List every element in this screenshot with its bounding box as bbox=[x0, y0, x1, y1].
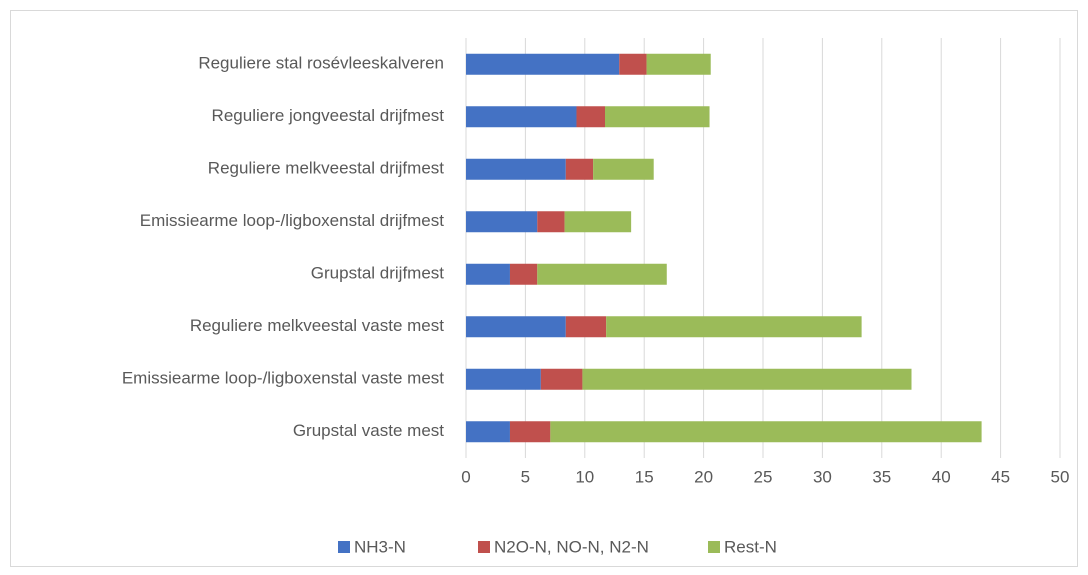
y-tick-label: Reguliere melkveestal drijfmest bbox=[208, 159, 444, 178]
bar-segment bbox=[646, 53, 711, 75]
bar-segment bbox=[565, 316, 607, 338]
legend-label: N2O-N, NO-N, N2-N bbox=[494, 537, 649, 556]
x-tick-label: 5 bbox=[521, 467, 530, 486]
y-tick-label: Reguliere jongveestal drijfmest bbox=[212, 106, 445, 125]
bar-segment bbox=[466, 421, 510, 443]
bar-segment bbox=[537, 263, 667, 285]
x-tick-label: 25 bbox=[754, 467, 773, 486]
bar-segment bbox=[466, 263, 510, 285]
y-tick-label: Reguliere stal rosévleeskalveren bbox=[198, 54, 444, 73]
bar-segment bbox=[466, 158, 566, 180]
bar-segment bbox=[540, 368, 583, 390]
bar-segment bbox=[466, 53, 620, 75]
y-tick-label: Emissiearme loop-/ligboxenstal vaste mes… bbox=[122, 369, 444, 388]
bar-segment bbox=[466, 316, 566, 338]
bar-segment bbox=[582, 368, 912, 390]
bar-segment bbox=[537, 211, 565, 233]
legend-label: Rest-N bbox=[724, 537, 777, 556]
bar-segment bbox=[509, 263, 538, 285]
x-tick-label: 15 bbox=[635, 467, 654, 486]
y-tick-label: Grupstal vaste mest bbox=[293, 421, 444, 440]
legend-swatch bbox=[478, 541, 490, 553]
x-tick-label: 40 bbox=[932, 467, 951, 486]
x-tick-label: 50 bbox=[1051, 467, 1070, 486]
bar-segment bbox=[576, 106, 605, 128]
bar-segment bbox=[593, 158, 654, 180]
x-tick-label: 30 bbox=[813, 467, 832, 486]
y-tick-label: Grupstal drijfmest bbox=[311, 264, 444, 283]
bar-segment bbox=[466, 368, 541, 390]
y-tick-label: Emissiearme loop-/ligboxenstal drijfmest bbox=[140, 211, 445, 230]
x-tick-label: 45 bbox=[991, 467, 1010, 486]
bar-segment bbox=[550, 421, 982, 443]
bar-segment bbox=[564, 211, 632, 233]
legend-label: NH3-N bbox=[354, 537, 406, 556]
bar-segment bbox=[565, 158, 594, 180]
bar-segment bbox=[466, 106, 577, 128]
y-tick-label: Reguliere melkveestal vaste mest bbox=[190, 316, 444, 335]
bar-segment bbox=[466, 211, 538, 233]
bar-segment bbox=[606, 316, 862, 338]
x-tick-label: 0 bbox=[461, 467, 470, 486]
legend-swatch bbox=[338, 541, 350, 553]
x-tick-label: 10 bbox=[575, 467, 594, 486]
chart-frame bbox=[10, 10, 1078, 567]
bar-segment bbox=[604, 106, 710, 128]
x-tick-label: 35 bbox=[872, 467, 891, 486]
bar-segment bbox=[509, 421, 551, 443]
legend-swatch bbox=[708, 541, 720, 553]
x-tick-label: 20 bbox=[694, 467, 713, 486]
bar-segment bbox=[619, 53, 647, 75]
